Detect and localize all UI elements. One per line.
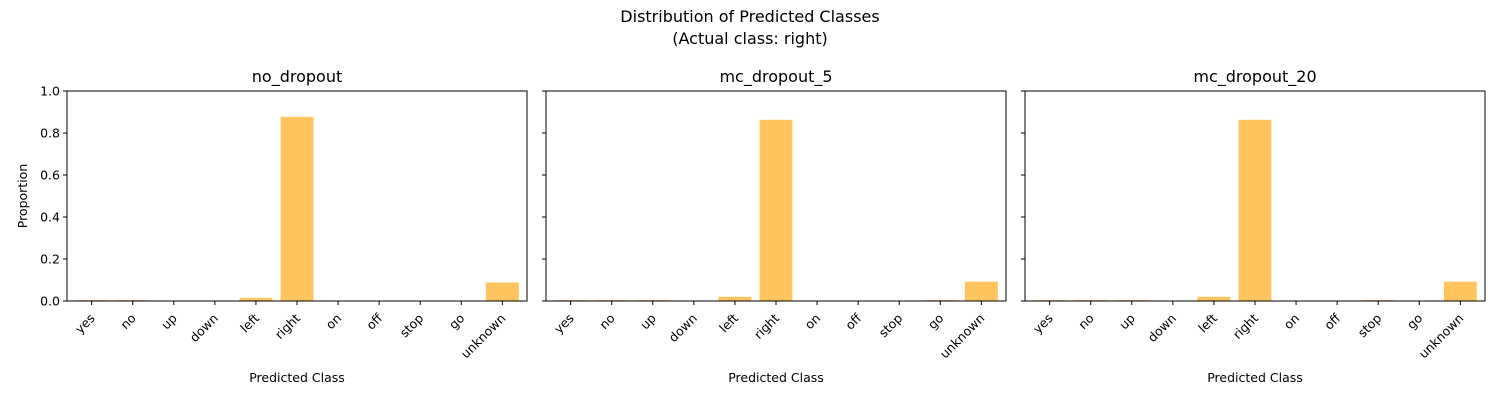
bar-left [718,296,752,301]
subplot-title: mc_dropout_5 [719,67,832,87]
x-tick-label-yes: yes [72,311,98,337]
y-tick-label: 0.0 [40,294,60,309]
figure-title-line1: Distribution of Predicted Classes [620,7,879,26]
x-tick-label-yes: yes [1030,311,1056,337]
x-tick-label-unknown: unknown [1416,311,1467,362]
subplot-1: 0.0 0.2 0.4 0.6 0.8 1.0 yes no up down left right on… [15,67,528,385]
x-tick-label-go: go [925,311,947,333]
x-tick-label-go: go [446,311,468,333]
x-tick-label-stop: stop [876,310,906,340]
x-tick-label-on: on [1281,311,1303,333]
x-tick-label-down: down [666,311,700,345]
subplot-title: mc_dropout_20 [1193,67,1316,87]
x-axis-label: Predicted Class [1207,370,1303,385]
x-tick-label-off: off [363,310,385,332]
x-tick-label-unknown: unknown [458,311,509,362]
x-tick-label-left: left [1195,310,1220,335]
x-tick-label-stop: stop [1355,310,1385,340]
x-tick-label-no: no [596,311,618,333]
x-tick-label-left: left [716,310,741,335]
x-tick-label-unknown: unknown [937,311,988,362]
y-tick-label: 0.2 [40,252,60,267]
y-tick-label: 0.6 [40,168,60,183]
x-tick-label-right: right [751,310,782,341]
bar-right [759,119,793,302]
x-tick-label-down: down [187,311,221,345]
x-tick-label-up: up [158,310,180,332]
x-tick-label-stop: stop [397,310,427,340]
bar-unknown [1443,281,1477,301]
y-axis-label: Proportion [15,164,30,229]
x-tick-label-go: go [1404,311,1426,333]
bar-unknown [485,282,519,301]
figure-title-line2: (Actual class: right) [672,29,827,48]
x-tick-label-right: right [1230,310,1261,341]
x-tick-label-right: right [272,310,303,341]
x-tick-label-off: off [1321,310,1343,332]
x-tick-label-up: up [1116,310,1138,332]
x-axis-label: Predicted Class [249,370,345,385]
y-tick-label: 0.4 [40,210,60,225]
bar-left [239,297,273,301]
bar-left [1197,296,1231,301]
y-tick-label: 0.8 [40,126,60,141]
y-tick-label: 1.0 [40,84,60,99]
x-tick-label-yes: yes [551,311,577,337]
bar-unknown [964,281,998,301]
x-tick-label-on: on [323,311,345,333]
x-tick-label-off: off [842,310,864,332]
x-tick-label-up: up [637,310,659,332]
x-tick-label-no: no [117,311,139,333]
bar-right [1238,119,1272,302]
x-axis-label: Predicted Class [728,370,824,385]
subplot-title: no_dropout [252,67,342,87]
x-tick-label-no: no [1075,311,1097,333]
bar-right [280,116,314,301]
x-tick-label-down: down [1145,311,1179,345]
x-tick-label-on: on [802,311,824,333]
x-tick-label-left: left [237,310,262,335]
